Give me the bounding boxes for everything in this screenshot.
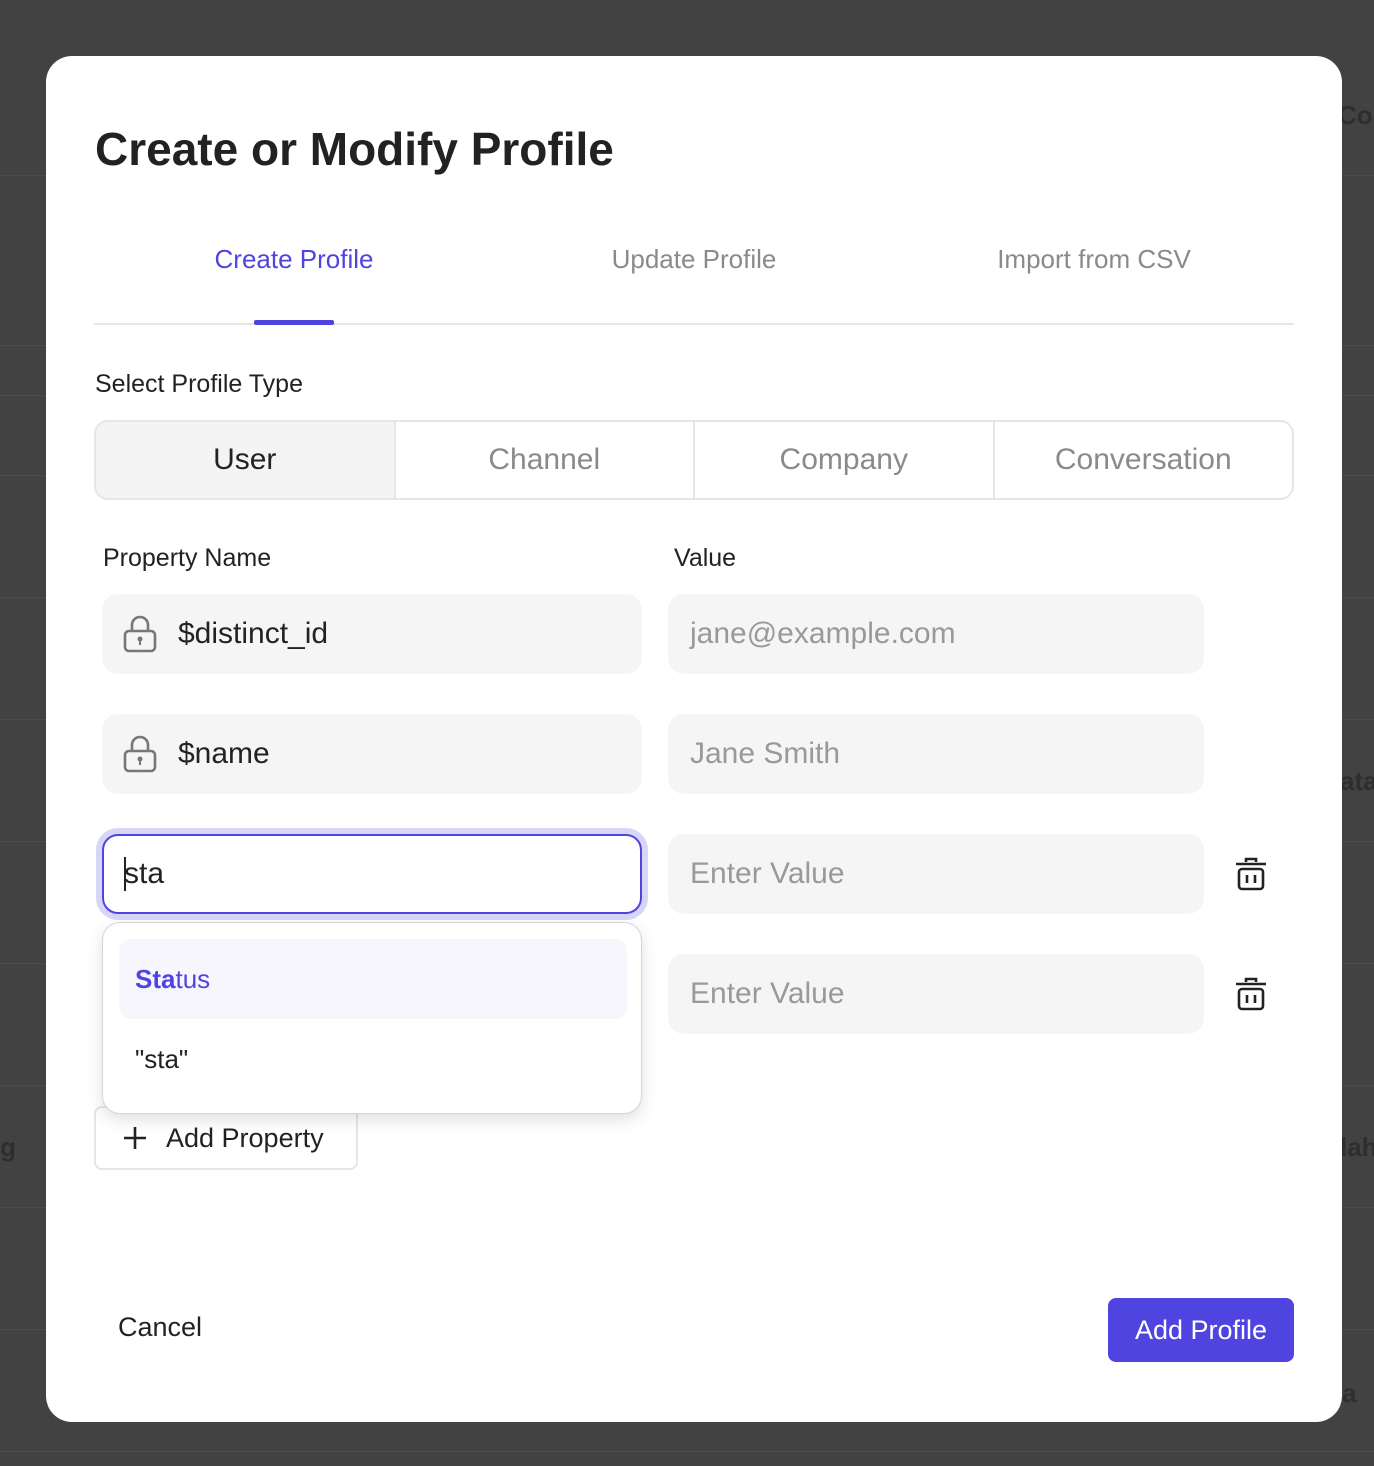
tab-create-profile[interactable]: Create Profile [214,244,374,274]
add-property-label: Add Property [166,1122,324,1153]
property-name-header: Property Name [103,544,272,572]
active-tab-indicator [254,320,334,325]
profile-type-user[interactable]: User [96,422,396,498]
profile-type-conversation[interactable]: Conversation [1054,443,1232,476]
background-text: g [0,1132,16,1162]
modal-title: Create or Modify Profile [95,123,614,175]
profile-type-label: Select Profile Type [95,370,303,398]
background-text: lah [1340,1132,1374,1162]
create-profile-modal: Create or Modify Profile Create Profile … [46,56,1342,1422]
property-name-text: $name [178,737,270,770]
value-input[interactable]: jane@example.com [668,594,1204,674]
tab-import-csv[interactable]: Import from CSV [997,244,1191,274]
cancel-button[interactable]: Cancel [118,1312,203,1342]
plus-icon [124,1127,146,1149]
tab-bar: Create Profile Update Profile Import fro… [94,226,1294,325]
property-name-field-locked: $distinct_id [102,594,642,674]
lock-icon [123,735,157,773]
value-header: Value [674,544,737,572]
option-rest: tus [175,963,211,994]
profile-type-company[interactable]: Company [695,422,995,498]
text-caret [124,857,126,891]
value-input[interactable]: Jane Smith [668,714,1204,794]
lock-icon [123,615,157,653]
property-name-input-value: sta [124,857,165,890]
match-highlight: Sta [135,963,176,994]
add-profile-button[interactable]: Add Profile [1108,1298,1294,1362]
property-name-input[interactable]: sta [102,834,642,914]
value-input[interactable]: Enter Value [668,954,1204,1034]
value-input[interactable]: Enter Value [668,834,1204,914]
profile-type-channel[interactable]: Channel [396,422,695,498]
trash-icon[interactable] [1234,856,1268,892]
profile-type-selector: User Channel Company Conversation [94,420,1294,500]
background-text: a [1342,1378,1357,1408]
background-text: Col [1338,100,1374,130]
tab-update-profile[interactable]: Update Profile [611,244,777,274]
background-text: ata [1340,766,1374,796]
autocomplete-option-literal[interactable]: "sta" [135,1043,189,1074]
autocomplete-dropdown: Sta tus "sta" [102,922,642,1114]
add-property-button[interactable]: Add Property [94,1106,358,1170]
property-name-field-locked: $name [102,714,642,794]
trash-icon[interactable] [1234,976,1268,1012]
autocomplete-option-status[interactable]: Sta tus [119,939,627,1019]
property-name-text: $distinct_id [178,617,329,650]
